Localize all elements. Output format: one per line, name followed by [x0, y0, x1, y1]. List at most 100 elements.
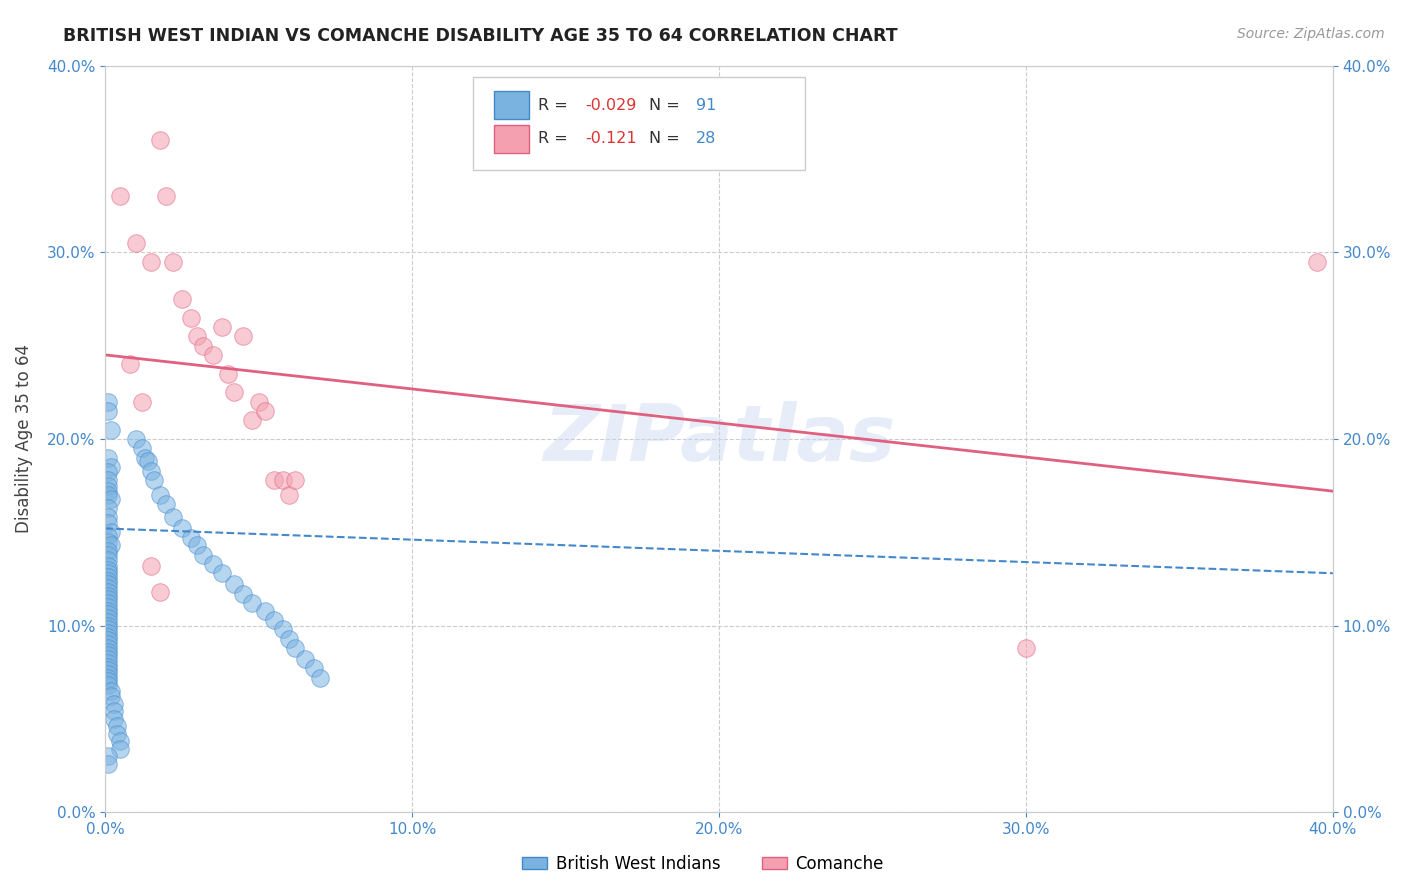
Point	[97, 577, 120, 591]
Point	[97, 592, 120, 607]
Text: N =: N =	[650, 97, 685, 112]
Point	[217, 367, 239, 381]
Point	[97, 599, 120, 614]
Point	[253, 404, 276, 418]
Point	[97, 667, 120, 681]
Point	[97, 645, 120, 659]
Point	[211, 566, 233, 581]
Point	[141, 558, 163, 573]
Point	[100, 538, 122, 552]
Point	[97, 558, 120, 573]
Point	[278, 632, 301, 646]
Point	[186, 538, 208, 552]
Point	[302, 661, 325, 675]
Point	[97, 626, 120, 640]
Point	[136, 454, 159, 468]
Point	[134, 450, 156, 465]
Point	[100, 525, 122, 540]
Point	[193, 338, 215, 352]
Point	[97, 640, 120, 655]
Text: Source: ZipAtlas.com: Source: ZipAtlas.com	[1237, 27, 1385, 41]
Point	[170, 521, 193, 535]
Point	[271, 473, 294, 487]
Point	[180, 310, 202, 325]
Point	[97, 615, 120, 629]
Point	[97, 749, 120, 764]
Point	[155, 497, 177, 511]
Point	[97, 500, 120, 515]
Point	[125, 432, 148, 446]
Point	[253, 603, 276, 617]
Point	[97, 652, 120, 666]
Point	[97, 404, 120, 418]
Point	[149, 488, 172, 502]
Point	[141, 464, 163, 478]
Point	[263, 613, 285, 627]
Point	[294, 652, 316, 666]
Point	[263, 473, 285, 487]
Point	[97, 663, 120, 677]
Point	[149, 585, 172, 599]
Point	[201, 557, 224, 571]
Point	[103, 712, 125, 726]
Point	[222, 577, 245, 591]
Point	[242, 413, 264, 427]
Point	[100, 683, 122, 698]
Point	[125, 235, 148, 250]
Point	[271, 622, 294, 636]
Point	[110, 189, 132, 203]
Point	[97, 488, 120, 502]
Point	[100, 423, 122, 437]
Point	[162, 254, 184, 268]
Point	[97, 581, 120, 595]
Point	[97, 510, 120, 524]
Point	[97, 674, 120, 689]
Point	[97, 659, 120, 673]
Y-axis label: Disability Age 35 to 64: Disability Age 35 to 64	[15, 344, 32, 533]
Point	[97, 566, 120, 581]
Point	[201, 348, 224, 362]
FancyBboxPatch shape	[495, 125, 529, 153]
Point	[97, 622, 120, 636]
Point	[105, 719, 128, 733]
Point	[284, 640, 307, 655]
Point	[180, 531, 202, 545]
Text: -0.121: -0.121	[585, 131, 637, 146]
Point	[110, 734, 132, 748]
Point	[242, 596, 264, 610]
Point	[100, 690, 122, 704]
Point	[143, 473, 166, 487]
Point	[105, 727, 128, 741]
Point	[103, 704, 125, 718]
Point	[97, 585, 120, 599]
Point	[97, 544, 120, 558]
FancyBboxPatch shape	[495, 91, 529, 120]
Point	[97, 466, 120, 480]
Point	[193, 548, 215, 562]
Point	[97, 394, 120, 409]
Point	[100, 459, 122, 474]
Point	[97, 637, 120, 651]
Point	[110, 741, 132, 756]
Point	[284, 473, 307, 487]
Point	[97, 678, 120, 692]
Point	[100, 491, 122, 506]
Point	[97, 473, 120, 487]
Text: 28: 28	[696, 131, 716, 146]
Point	[118, 357, 141, 371]
Text: N =: N =	[650, 131, 685, 146]
Point	[1015, 640, 1038, 655]
Text: 91: 91	[696, 97, 716, 112]
Point	[97, 553, 120, 567]
Point	[97, 671, 120, 685]
Point	[247, 394, 270, 409]
Point	[97, 611, 120, 625]
Point	[97, 756, 120, 771]
Point	[97, 516, 120, 530]
Point	[97, 570, 120, 584]
Point	[97, 618, 120, 632]
Point	[170, 292, 193, 306]
Text: R =: R =	[538, 97, 574, 112]
Point	[97, 484, 120, 499]
Point	[1306, 254, 1329, 268]
